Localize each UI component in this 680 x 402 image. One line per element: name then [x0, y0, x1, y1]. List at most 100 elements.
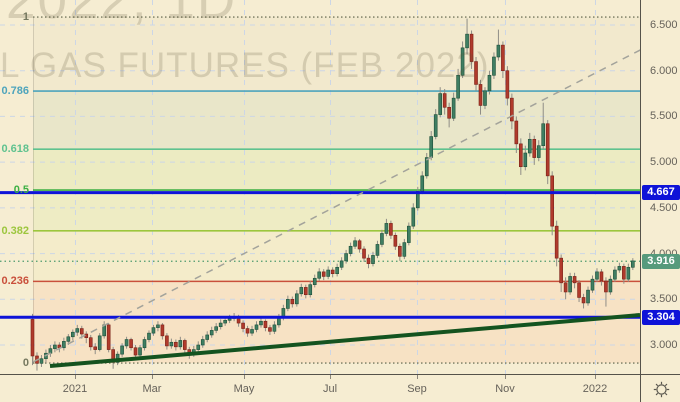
candle-up — [483, 90, 487, 106]
candle-down — [514, 120, 519, 145]
candle-up — [590, 278, 595, 291]
candle-up — [308, 284, 313, 296]
candle-down — [532, 138, 537, 158]
candle-down — [442, 93, 447, 108]
trendline-support-green[interactable] — [49, 313, 640, 368]
candle-down — [263, 320, 268, 328]
candle-up — [451, 97, 456, 119]
candle-up — [438, 93, 442, 115]
axis-corner[interactable] — [640, 374, 680, 402]
candle-up — [353, 240, 357, 247]
candle-up — [411, 207, 416, 227]
candle-up — [344, 253, 348, 262]
candle-down — [393, 234, 398, 247]
candle-down — [389, 223, 393, 236]
candle-down — [129, 339, 133, 349]
candle-up — [527, 138, 532, 154]
candle-up — [142, 339, 147, 349]
candle-down — [183, 340, 187, 350]
candle-up — [348, 245, 353, 254]
candle-up — [429, 136, 434, 158]
candle-up — [568, 276, 572, 293]
candle-up — [299, 287, 304, 295]
time-axis-label: Nov — [495, 383, 515, 395]
candle-down — [174, 341, 178, 348]
candle-up — [460, 47, 465, 76]
candle-up — [227, 318, 232, 321]
candle-up — [223, 320, 227, 324]
candle-down — [290, 298, 295, 305]
candle-up — [536, 145, 541, 158]
candle-up — [218, 322, 223, 328]
candle-down — [604, 280, 608, 293]
time-axis[interactable]: 2021 Mar May Jul Sep Nov 2022 — [0, 374, 640, 402]
chart-plot-area[interactable]: 2022, 1D L GAS FUTURES (FEB 2022) 1 0.786… — [0, 0, 640, 374]
candle-up — [209, 330, 214, 336]
time-axis-label: May — [233, 383, 255, 395]
candle-up — [214, 326, 218, 331]
candle-up — [335, 266, 339, 274]
fib-band — [33, 91, 640, 150]
candle-down — [478, 84, 483, 106]
candle-down — [554, 225, 559, 259]
candle-up — [286, 298, 290, 309]
candle-down — [398, 245, 402, 257]
candle-up — [407, 225, 411, 243]
fib-label-0.236: 0.236 — [1, 275, 29, 288]
candle-up — [613, 269, 617, 280]
fib-label-0.618: 0.618 — [1, 143, 29, 156]
candle-down — [622, 266, 626, 280]
price-badge: 3.916 — [642, 253, 680, 269]
candle-up — [317, 271, 322, 279]
candle-down — [93, 346, 98, 350]
candle-up — [147, 332, 151, 340]
price-badge: 3.304 — [642, 309, 680, 325]
candle-up — [384, 223, 389, 234]
price-axis[interactable]: 6.5006.0005.5005.0004.5004.0003.5003.000… — [640, 0, 680, 374]
gear-icon[interactable] — [653, 381, 670, 398]
time-axis-label: Mar — [142, 383, 162, 395]
candle-down — [357, 240, 362, 250]
candle-up — [151, 327, 156, 334]
candlestick-chart[interactable] — [0, 0, 640, 374]
candle-up — [259, 320, 263, 326]
candle-down — [469, 33, 474, 62]
price-axis-label: 4.500 — [650, 201, 678, 214]
time-tick-mark — [505, 375, 506, 379]
fib-label-1: 1 — [22, 11, 29, 24]
candle-down — [330, 269, 335, 274]
candle-up — [492, 56, 496, 76]
candle-down — [559, 257, 563, 284]
candle-down — [577, 282, 581, 298]
candle-up — [496, 44, 501, 58]
time-axis-label: 2021 — [62, 383, 88, 395]
candle-down — [245, 328, 250, 334]
candle-up — [156, 324, 160, 328]
candle-down — [133, 347, 138, 356]
fib-level-labels: 1 0.786 0.618 0.5 0.382 0.236 0 — [0, 0, 31, 374]
candle-down — [30, 319, 35, 357]
candle-down — [474, 61, 478, 85]
candle-down — [362, 248, 366, 259]
candle-up — [523, 152, 528, 168]
candle-up — [402, 242, 407, 257]
time-axis-label: Jul — [322, 383, 338, 395]
candle-up — [120, 345, 124, 355]
candle-up — [617, 266, 622, 271]
candle-up — [465, 33, 469, 49]
candle-up — [326, 269, 330, 277]
candle-up — [169, 341, 174, 347]
candle-up — [196, 344, 201, 350]
candle-up — [626, 266, 631, 280]
fib-label-0: 0 — [22, 357, 29, 370]
candle-down — [563, 282, 568, 293]
candle-down — [501, 44, 505, 72]
fib-band — [33, 190, 640, 231]
candle-down — [79, 328, 84, 335]
candle-up — [200, 339, 205, 346]
candle-down — [519, 143, 523, 168]
candle-down — [106, 324, 111, 350]
candle-up — [71, 331, 75, 338]
trendline-dashed-diagonal[interactable] — [32, 46, 640, 363]
candle-down — [572, 276, 577, 284]
